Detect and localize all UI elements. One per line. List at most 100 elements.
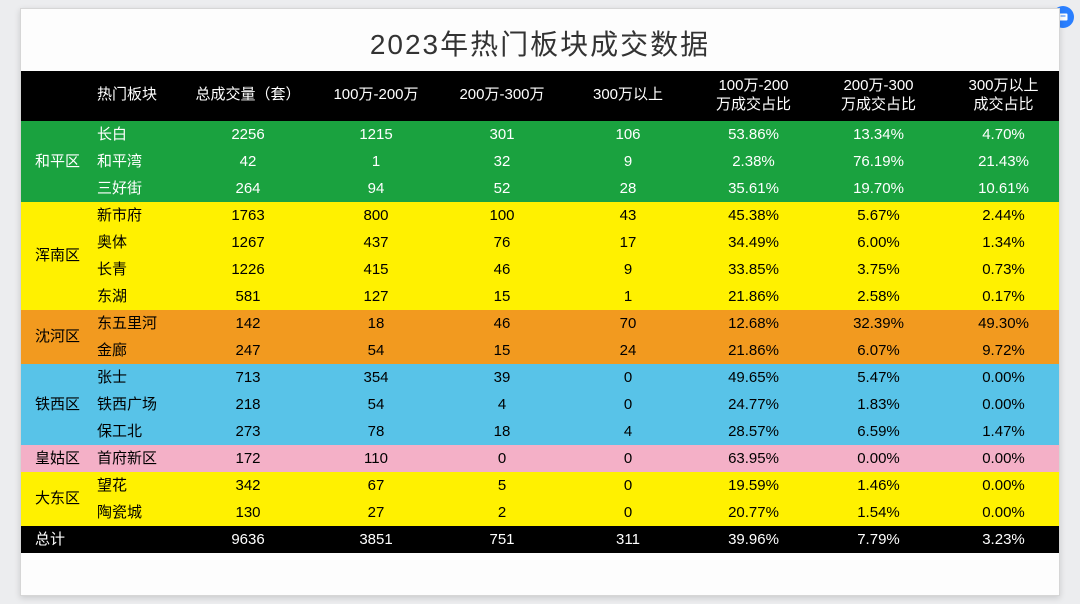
value-cell: 6.59%: [816, 418, 941, 445]
value-cell: 46: [439, 310, 565, 337]
table-row: 陶瓷城130272020.77%1.54%0.00%: [21, 499, 1060, 526]
data-table: 热门板块总成交量（套）100万-200万200万-300万300万以上100万-…: [21, 71, 1060, 553]
value-cell: 76.19%: [816, 148, 941, 175]
totals-value-cell: 311: [565, 526, 691, 553]
value-cell: 1.47%: [941, 418, 1060, 445]
value-cell: 4.70%: [941, 121, 1060, 148]
district-cell: 浑南区: [21, 202, 93, 310]
value-cell: 0.17%: [941, 283, 1060, 310]
column-header: 100万-200万: [313, 71, 439, 121]
value-cell: 354: [313, 364, 439, 391]
value-cell: 43: [565, 202, 691, 229]
totals-value-cell: 9636: [183, 526, 313, 553]
area-cell: 金廊: [93, 337, 183, 364]
value-cell: 0.00%: [941, 391, 1060, 418]
table-row: 浑南区新市府17638001004345.38%5.67%2.44%: [21, 202, 1060, 229]
value-cell: 247: [183, 337, 313, 364]
value-cell: 342: [183, 472, 313, 499]
value-cell: 10.61%: [941, 175, 1060, 202]
column-header: 300万以上: [565, 71, 691, 121]
area-cell: 奥体: [93, 229, 183, 256]
value-cell: 94: [313, 175, 439, 202]
value-cell: 54: [313, 391, 439, 418]
value-cell: 24: [565, 337, 691, 364]
value-cell: 0: [565, 391, 691, 418]
value-cell: 33.85%: [691, 256, 816, 283]
value-cell: 0.00%: [941, 499, 1060, 526]
value-cell: 581: [183, 283, 313, 310]
table-row: 大东区望花342675019.59%1.46%0.00%: [21, 472, 1060, 499]
value-cell: 1267: [183, 229, 313, 256]
value-cell: 63.95%: [691, 445, 816, 472]
value-cell: 21.86%: [691, 283, 816, 310]
value-cell: 2: [439, 499, 565, 526]
value-cell: 21.43%: [941, 148, 1060, 175]
district-cell: 大东区: [21, 472, 93, 526]
value-cell: 127: [313, 283, 439, 310]
value-cell: 34.49%: [691, 229, 816, 256]
value-cell: 6.07%: [816, 337, 941, 364]
value-cell: 32: [439, 148, 565, 175]
column-header: 200万-300万: [439, 71, 565, 121]
value-cell: 110: [313, 445, 439, 472]
value-cell: 19.70%: [816, 175, 941, 202]
value-cell: 54: [313, 337, 439, 364]
table-row: 铁西区张士71335439049.65%5.47%0.00%: [21, 364, 1060, 391]
value-cell: 2.44%: [941, 202, 1060, 229]
totals-row: 总计9636385175131139.96%7.79%3.23%: [21, 526, 1060, 553]
value-cell: 52: [439, 175, 565, 202]
value-cell: 15: [439, 337, 565, 364]
value-cell: 67: [313, 472, 439, 499]
value-cell: 301: [439, 121, 565, 148]
value-cell: 1.83%: [816, 391, 941, 418]
totals-label: 总计: [21, 526, 183, 553]
area-cell: 首府新区: [93, 445, 183, 472]
value-cell: 713: [183, 364, 313, 391]
area-cell: 长白: [93, 121, 183, 148]
column-header: 100万-200万成交占比: [691, 71, 816, 121]
table-row: 皇姑区首府新区1721100063.95%0.00%0.00%: [21, 445, 1060, 472]
totals-value-cell: 39.96%: [691, 526, 816, 553]
value-cell: 273: [183, 418, 313, 445]
district-cell: 铁西区: [21, 364, 93, 445]
value-cell: 1.54%: [816, 499, 941, 526]
table-row: 沈河区东五里河14218467012.68%32.39%49.30%: [21, 310, 1060, 337]
value-cell: 9.72%: [941, 337, 1060, 364]
value-cell: 1215: [313, 121, 439, 148]
value-cell: 49.65%: [691, 364, 816, 391]
column-header: 总成交量（套）: [183, 71, 313, 121]
value-cell: 2256: [183, 121, 313, 148]
page: 2023年热门板块成交数据 热门板块总成交量（套）100万-200万200万-3…: [0, 0, 1080, 604]
value-cell: 800: [313, 202, 439, 229]
value-cell: 49.30%: [941, 310, 1060, 337]
value-cell: 415: [313, 256, 439, 283]
value-cell: 2.38%: [691, 148, 816, 175]
value-cell: 35.61%: [691, 175, 816, 202]
value-cell: 20.77%: [691, 499, 816, 526]
value-cell: 0: [565, 364, 691, 391]
value-cell: 0.00%: [941, 445, 1060, 472]
value-cell: 106: [565, 121, 691, 148]
value-cell: 15: [439, 283, 565, 310]
value-cell: 0: [565, 499, 691, 526]
value-cell: 46: [439, 256, 565, 283]
value-cell: 21.86%: [691, 337, 816, 364]
value-cell: 0.00%: [941, 472, 1060, 499]
table-row: 东湖58112715121.86%2.58%0.17%: [21, 283, 1060, 310]
totals-value-cell: 751: [439, 526, 565, 553]
value-cell: 5: [439, 472, 565, 499]
district-cell: 沈河区: [21, 310, 93, 364]
value-cell: 27: [313, 499, 439, 526]
table-row: 和平湾4213292.38%76.19%21.43%: [21, 148, 1060, 175]
page-title: 2023年热门板块成交数据: [21, 9, 1059, 71]
value-cell: 130: [183, 499, 313, 526]
area-cell: 保工北: [93, 418, 183, 445]
value-cell: 18: [313, 310, 439, 337]
totals-value-cell: 3.23%: [941, 526, 1060, 553]
data-card: 2023年热门板块成交数据 热门板块总成交量（套）100万-200万200万-3…: [20, 8, 1060, 596]
value-cell: 264: [183, 175, 313, 202]
table-header-row: 热门板块总成交量（套）100万-200万200万-300万300万以上100万-…: [21, 71, 1060, 121]
value-cell: 6.00%: [816, 229, 941, 256]
table-row: 和平区长白2256121530110653.86%13.34%4.70%: [21, 121, 1060, 148]
value-cell: 0: [565, 445, 691, 472]
